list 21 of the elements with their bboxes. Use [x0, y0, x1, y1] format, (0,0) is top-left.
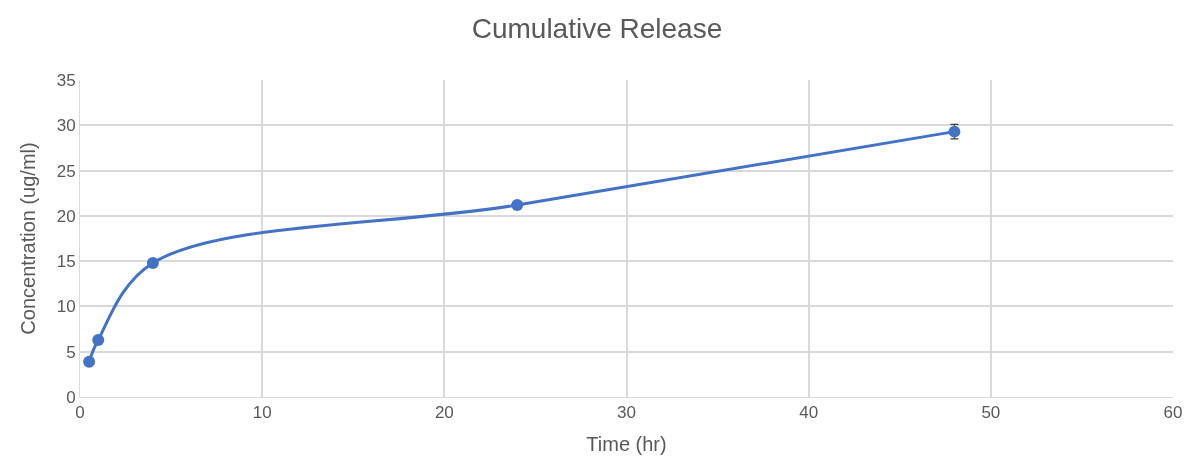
y-tick-label: 35 — [56, 70, 76, 90]
y-tick-label: 25 — [56, 161, 76, 181]
y-tick-label: 30 — [56, 116, 76, 136]
point — [83, 355, 96, 368]
point — [511, 198, 524, 211]
x-tick-label: 40 — [799, 403, 819, 423]
x-tick-label: 20 — [434, 403, 454, 423]
y-tick-label: 20 — [56, 206, 76, 226]
y-axis-title: Concentration (ug/ml) — [17, 142, 40, 335]
x-tick-label: 10 — [252, 403, 272, 423]
y-tick-label: 5 — [66, 342, 76, 362]
point — [92, 333, 105, 346]
y-tick-label: 0 — [66, 387, 76, 407]
x-tick-label: 50 — [981, 403, 1001, 423]
x-tick-label: 30 — [617, 403, 636, 423]
y-tick-label: 15 — [56, 252, 76, 272]
chart-title: Cumulative Release — [471, 13, 723, 45]
point — [146, 256, 159, 269]
y-tick-label: 10 — [56, 297, 76, 317]
x-tick-label: 60 — [1163, 403, 1183, 423]
x-axis-title: Time (hr) — [586, 432, 667, 455]
